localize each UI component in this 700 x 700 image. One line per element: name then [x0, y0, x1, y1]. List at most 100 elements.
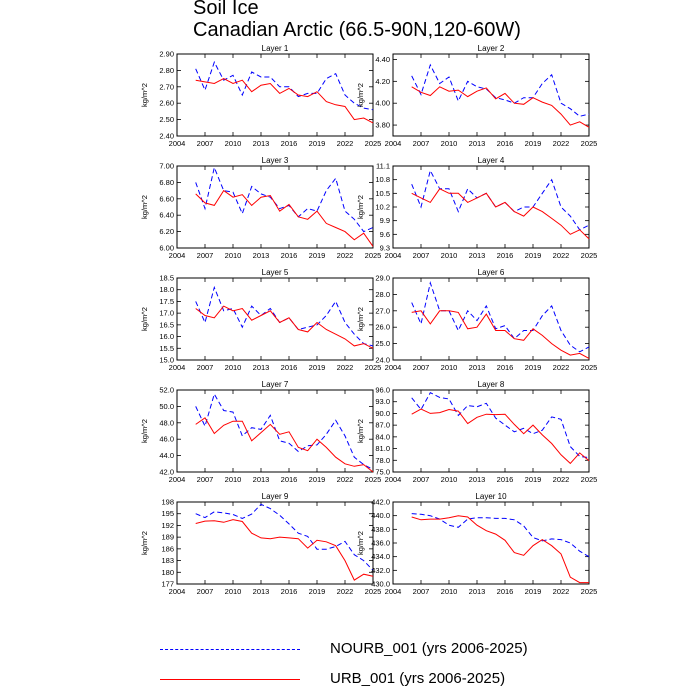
y-tick-label: 2.80: [159, 66, 174, 75]
x-tick-label: 2004: [169, 139, 186, 148]
y-tick-label: 6.40: [159, 211, 174, 220]
y-axis-label: kg/m^2: [140, 195, 149, 219]
y-tick-label: 434.0: [371, 552, 390, 561]
series-line-urb: [195, 305, 374, 349]
x-tick-label: 2007: [413, 363, 430, 372]
y-tick-label: 84.0: [375, 432, 390, 441]
x-tick-label: 2013: [469, 251, 486, 260]
y-tick-label: 436.0: [371, 539, 390, 548]
chart-panel-3: Layer 3 2004 2007 2010 2013 2016 2019 2022 2025 6…: [140, 156, 381, 260]
y-tick-label: 186: [161, 544, 174, 553]
y-tick-label: 87.0: [375, 421, 390, 430]
x-tick-label: 2010: [441, 363, 458, 372]
y-tick-label: 93.0: [375, 397, 390, 406]
x-tick-label: 2010: [225, 475, 242, 484]
x-tick-label: 2016: [281, 475, 298, 484]
panel-title: Layer 2: [478, 44, 505, 53]
y-tick-label: 24.0: [375, 356, 390, 365]
x-tick-label: 2025: [581, 363, 598, 372]
panel-title: Layer 8: [478, 380, 505, 389]
plot-frame: [176, 165, 374, 249]
x-tick-label: 2019: [525, 475, 542, 484]
x-tick-label: 2013: [253, 139, 270, 148]
x-tick-label: 2016: [497, 475, 514, 484]
series-line-nourb: [195, 285, 374, 347]
x-tick-label: 2022: [553, 475, 570, 484]
x-tick-label: 2016: [281, 587, 298, 596]
chart-panel-2: Layer 2 2004 2007 2010 2013 2016 2019 2022 2025 3…: [356, 44, 597, 148]
y-axis-label: kg/m^2: [356, 419, 365, 443]
x-tick-label: 2010: [441, 139, 458, 148]
x-tick-label: 2013: [469, 475, 486, 484]
x-tick-label: 2025: [365, 363, 382, 372]
x-tick-label: 2007: [197, 475, 214, 484]
y-tick-label: 18.0: [159, 285, 174, 294]
x-tick-label: 2004: [385, 251, 402, 260]
x-tick-label: 2016: [281, 139, 298, 148]
figure-subtitle: Canadian Arctic (66.5-90N,120-60W): [193, 19, 521, 41]
y-tick-label: 195: [161, 509, 174, 518]
x-tick-label: 2022: [553, 363, 570, 372]
y-tick-label: 27.0: [375, 306, 390, 315]
y-tick-label: 6.20: [159, 227, 174, 236]
chart-panel-5: Layer 5 2004 2007 2010 2013 2016 2019 2022 2025 1…: [140, 268, 381, 372]
y-tick-label: 16.5: [159, 320, 174, 329]
y-axis-label: kg/m^2: [140, 419, 149, 443]
y-tick-label: 4.20: [375, 77, 390, 86]
x-tick-label: 2025: [581, 475, 598, 484]
x-tick-label: 2016: [497, 139, 514, 148]
series-line-nourb: [411, 281, 590, 353]
chart-panel-7: Layer 7 2004 2007 2010 2013 2016 2019 2022 2025 4…: [140, 380, 381, 484]
y-tick-label: 3.80: [375, 121, 390, 130]
series-line-urb: [411, 188, 590, 240]
panel-title: Layer 10: [475, 492, 507, 501]
panel-title: Layer 1: [262, 44, 289, 53]
series-line-nourb: [411, 513, 590, 558]
y-axis-label: kg/m^2: [140, 307, 149, 331]
x-tick-label: 2010: [441, 251, 458, 260]
x-tick-label: 2013: [253, 475, 270, 484]
x-tick-label: 2010: [225, 587, 242, 596]
y-tick-label: 11.1: [376, 162, 390, 171]
x-tick-label: 2013: [253, 363, 270, 372]
y-axis-label: kg/m^2: [140, 531, 149, 555]
x-tick-label: 2022: [337, 251, 354, 260]
legend-nourb-line: [160, 649, 300, 650]
x-tick-label: 2025: [581, 139, 598, 148]
x-tick-label: 2013: [469, 139, 486, 148]
panel-title: Layer 6: [478, 268, 505, 277]
y-tick-label: 198: [161, 498, 174, 507]
chart-panel-9: Layer 9 2004 2007 2010 2013 2016 2019 2022 2025 1…: [140, 492, 381, 596]
y-tick-label: 2.50: [159, 115, 174, 124]
series-line-urb: [195, 78, 374, 124]
y-tick-label: 4.00: [375, 99, 390, 108]
y-tick-label: 432.0: [371, 566, 390, 575]
x-tick-label: 2022: [553, 587, 570, 596]
chart-panel-10: Layer 10 2004 2007 2010 2013 2016 2019 2022 2025…: [356, 492, 597, 596]
y-tick-label: 440.0: [371, 511, 390, 520]
y-tick-label: 10.2: [375, 203, 390, 212]
y-tick-label: 16.0: [159, 332, 174, 341]
x-tick-label: 2007: [413, 475, 430, 484]
series-line-nourb: [411, 63, 590, 117]
y-tick-label: 430.0: [371, 580, 390, 589]
x-tick-label: 2022: [553, 139, 570, 148]
plot-frame: [176, 501, 374, 585]
series-line-nourb: [195, 60, 374, 111]
y-tick-label: 90.0: [375, 409, 390, 418]
y-tick-label: 4.40: [375, 55, 390, 64]
x-tick-label: 2004: [385, 475, 402, 484]
y-tick-label: 10.5: [375, 189, 390, 198]
series-line-nourb: [195, 165, 374, 233]
panel-title: Layer 3: [262, 156, 289, 165]
series-line-urb: [195, 417, 374, 473]
chart-panel-1: Layer 1 2004 2007 2010 2013 2016 2019 2022 2025 2…: [140, 44, 381, 148]
y-tick-label: 10.8: [375, 175, 390, 184]
x-tick-label: 2010: [441, 587, 458, 596]
x-tick-label: 2004: [385, 139, 402, 148]
x-tick-label: 2016: [497, 587, 514, 596]
y-tick-label: 17.5: [159, 297, 174, 306]
panel-title: Layer 9: [262, 492, 289, 501]
panel-title: Layer 5: [262, 268, 289, 277]
